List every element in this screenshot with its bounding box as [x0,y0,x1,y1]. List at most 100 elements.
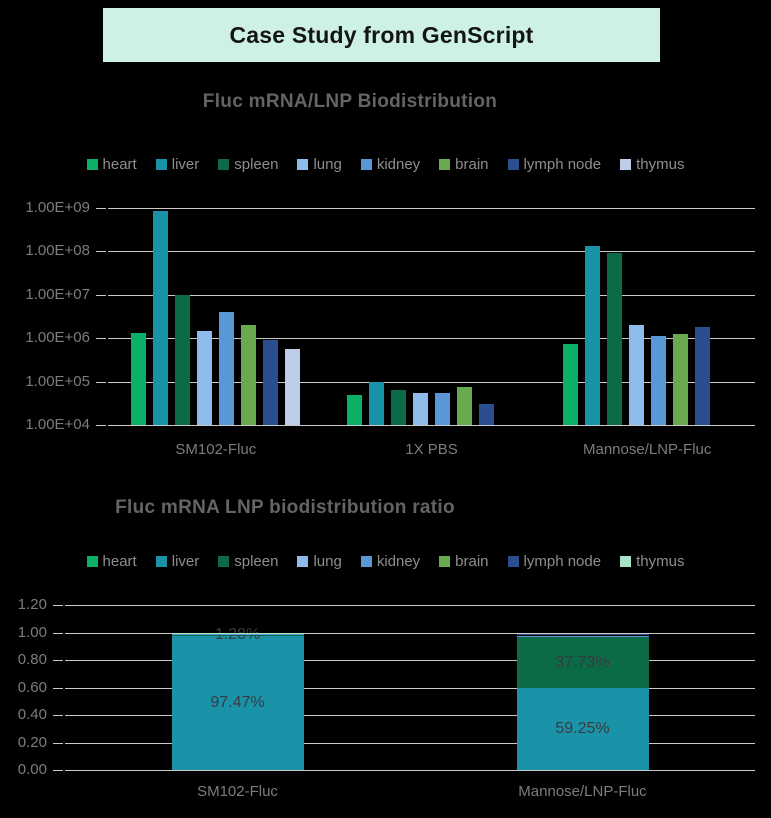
legend-label: lung [313,156,342,173]
bar-spleen [606,253,622,425]
bar-slot [434,208,450,425]
grid-line [108,208,755,209]
bar-lymph-node [263,340,279,425]
y-tick-label: 1.00E+04 [25,416,90,433]
stacked-bar: 97.47% 1.28% [171,605,304,770]
grid-line [65,605,755,606]
percent-label: 37.73% [555,653,610,671]
bar-heart [131,333,147,425]
legend-item-lung: lung [297,553,342,570]
grid-line [65,715,755,716]
bar-slot [131,208,147,425]
grid-line [108,425,755,426]
bar-liver [368,381,384,425]
bar-slot [672,208,688,425]
x-category-label: Mannose/LNP-Fluc [518,783,647,800]
bar-lung [628,325,644,425]
bar-spleen [390,389,406,425]
brain-swatch-icon [439,556,451,567]
legend-item-liver: liver [155,156,199,173]
bar-kidney [650,336,666,425]
y-tick-label: 1.20 [17,596,47,613]
x-category-label: SM102-Fluc [197,783,278,800]
bar-slot [219,208,235,425]
y-tick-mark [53,715,63,716]
grid-line [108,338,755,340]
legend-label: thymus [636,553,685,570]
legend-item-heart: heart [86,553,137,570]
chart2-legend: heart liver spleen lung kidney brain lymph nod… [4,553,767,570]
chart2-title: Fluc mRNA LNP biodistribution ratio [115,497,455,518]
chart1-x-axis: SM102-Fluc 1X PBS Mannose/LNP-Fluc [108,441,755,458]
legend-item-brain: brain [439,156,489,173]
bar-slot [584,208,600,425]
kidney-swatch-icon [360,159,372,170]
y-tick-mark [96,338,106,340]
legend-label: spleen [234,156,279,173]
grid-line [65,632,755,634]
lung-swatch-icon [297,556,309,567]
legend-label: heart [102,156,137,173]
segment-liver [516,688,649,770]
grid-line [65,770,755,771]
legend-label: liver [171,553,200,570]
legend-item-spleen: spleen [218,156,278,173]
legend-label: kidney [376,553,421,570]
y-tick-mark [53,687,63,689]
grid-line [65,660,755,661]
bar-lung [197,330,213,425]
segment-liver [171,635,304,770]
liver-swatch-icon [155,556,167,567]
bar-liver [584,245,600,425]
lymph-node-swatch-icon [507,159,519,170]
spleen-swatch-icon [218,159,230,170]
bar-lymph-node [478,404,494,425]
chart2-plot: 1.20 1.00 0.80 0.60 0.40 0.20 0.00 97.47% 1.28% 5… [18,596,755,778]
legend-item-kidney: kidney [360,553,421,570]
stack-band-Mannose/LNP-Fluc: 59.25% 37.73% [410,605,755,770]
y-tick-mark [96,425,106,426]
legend-label: thymus [636,156,685,173]
legend-item-liver: liver [155,553,200,570]
chart1-plot: 1.00E+09 1.00E+08 1.00E+07 1.00E+06 1.00E+05… [25,199,755,433]
y-tick-label: 1.00E+06 [25,329,90,347]
legend-item-brain: brain [439,553,489,570]
bar-kidney [219,312,235,425]
bar-slot [175,208,191,425]
legend-label: spleen [234,553,279,570]
stack-band-SM102-Fluc: 97.47% 1.28% [65,605,410,770]
bar-slot [197,208,213,425]
y-tick-label: 0.80 [17,651,47,668]
bar-slot [606,208,622,425]
bar-slot [390,208,406,425]
bar-slot [717,208,732,425]
bar-slot [562,208,578,425]
liver-swatch-icon [155,159,167,170]
bar-liver [153,211,169,425]
percent-label: 1.28% [214,626,261,644]
kidney-swatch-icon [360,556,372,567]
bar-slot [346,208,362,425]
y-tick-mark [96,251,106,253]
bar-brain [456,387,472,425]
grid-line [108,251,755,253]
bar-slot [153,208,169,425]
grid-line [108,294,755,296]
y-tick-mark [96,381,106,383]
bar-slot [628,208,644,425]
stacked-bar: 59.25% 37.73% [516,605,649,770]
banner: Case Study from GenScript [103,8,660,62]
y-tick-mark [53,770,63,771]
y-tick-mark [53,632,63,634]
heart-swatch-icon [86,556,98,567]
legend-item-kidney: kidney [360,156,421,173]
legend-label: brain [455,156,489,173]
y-tick-mark [53,742,63,744]
y-tick-label: 1.00 [17,623,47,641]
legend-label: kidney [376,156,421,173]
bar-lung [412,392,428,425]
grid-line [65,687,755,689]
legend-label: lung [313,553,342,570]
y-tick-mark [96,294,106,296]
